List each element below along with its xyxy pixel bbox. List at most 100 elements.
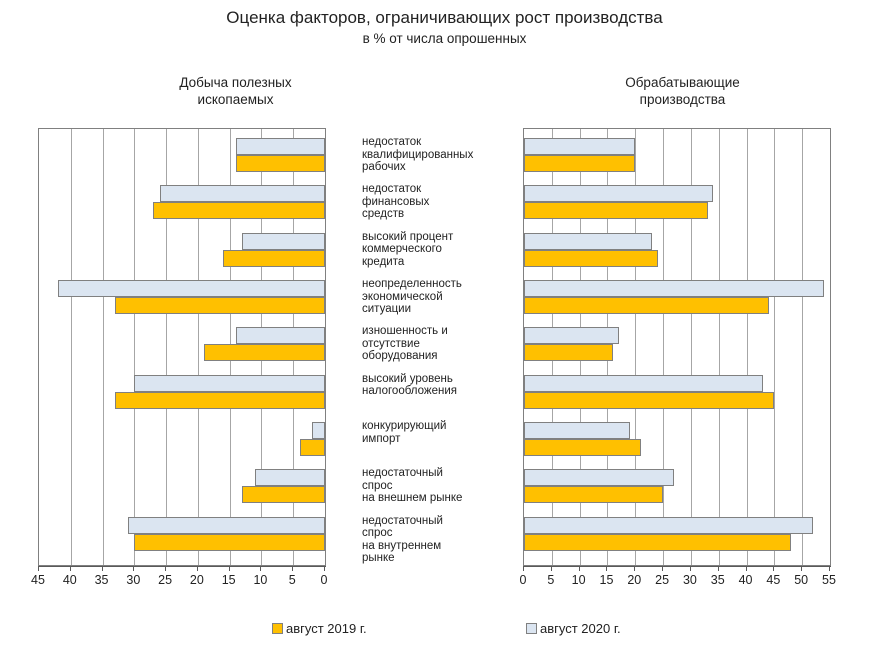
bar-2019 [115,391,325,409]
axis-tick-label: 20 [627,573,642,587]
category-label-line: спрос [362,479,393,492]
axis-tick-label: 55 [822,573,836,587]
axis-tick [801,566,803,571]
legend-swatch-2020-icon [526,623,537,634]
axis-tick-label: 45 [31,573,45,587]
bar-2019 [115,297,325,314]
axis-tick [606,566,608,571]
axis-tick-label: 45 [766,573,781,587]
bar-2019 [524,202,708,220]
axis-tick-label: 50 [794,573,809,587]
panel-header-manufacturing-line1: Обрабатывающие [625,75,740,90]
category-label: высокий уровень налогообложения [362,373,514,398]
axis-tick-label: 5 [547,573,555,587]
bar-2019 [153,202,325,220]
axis-tick [523,566,524,571]
axis-tick [689,566,691,571]
legend-label-2019: август 2019 г. [286,621,367,636]
bar-2020 [236,327,325,345]
category-label: недостаточный спрос на внутреннем рынке [362,515,514,565]
axis-tick-label: 5 [288,573,296,587]
category-label-line: квалифицированных [362,148,474,161]
bar-2019 [524,391,775,409]
chart-subtitle: в % от числа опрошенных [362,31,527,46]
axis-tick-label: 15 [221,573,236,587]
axis-tick-label: 0 [519,573,527,587]
category-axis-labels: недостаток квалифицированных рабочих недост… [362,128,512,566]
axis-tick-label: 10 [571,573,586,587]
category-label-line: недостаток [362,183,422,196]
axis-tick-label: 30 [682,573,697,587]
bar-2019 [204,344,325,362]
bar-2019 [524,249,658,267]
gridline [70,129,72,565]
axis-tick [717,566,719,571]
bar-2020 [524,469,675,487]
bar-2020 [524,516,814,534]
category-label-line: на внешнем рынке [362,492,463,505]
gridline [802,129,804,565]
bar-2020 [524,232,652,250]
bar-2020 [255,469,325,487]
bar-2019 [223,249,325,267]
category-label: недостаточный спрос на внешнем рынке [362,467,514,505]
bar-2020 [159,185,325,203]
gridline [134,129,136,565]
category-label-line: на внутреннем [362,539,442,552]
category-label-line: коммерческого [362,243,442,256]
bar-2019 [524,533,792,551]
category-label-line: высокий процент [362,230,454,243]
bar-2020 [524,138,636,155]
category-label-line: изношенность и [362,325,448,338]
axis-tick [133,566,135,571]
axis-tick-label: 40 [62,573,77,587]
panel-header-mining-line1: Добыча полезных [179,75,292,90]
gridline [663,129,665,565]
category-label: неопределенность экономической ситуации [362,278,514,316]
bar-2020 [242,232,325,250]
bar-2020 [236,138,325,155]
category-label-line: налогообложения [362,385,457,398]
category-label-line: рабочих [362,161,406,173]
category-label: изношенность и отсутствие оборудования [362,325,514,363]
axis-tick [662,566,664,571]
bar-2019 [524,344,614,362]
axis-tick-label: 10 [253,573,268,587]
axis-tick-label: 35 [710,573,725,587]
axis-tick [324,566,325,571]
axis-tick [165,566,167,571]
bar-2020 [524,374,764,392]
category-label-line: кредита [362,255,405,268]
axis-tick [101,566,103,571]
category-label: недостаток финансовых средств [362,183,514,221]
gridline [746,129,748,565]
bar-2019 [134,533,325,551]
bar-2020 [127,516,325,534]
category-label-line: ситуации [362,303,412,315]
bar-2019 [299,439,325,456]
axis-tick [829,566,830,571]
gridline [718,129,720,565]
bar-2020 [312,422,325,439]
bar-2020 [524,280,825,297]
category-label-line: рынке [362,552,395,565]
panel-header-manufacturing-line2: производства [639,92,726,107]
category-label-line: импорт [362,432,401,445]
axis-tick-label: 20 [189,573,204,587]
bar-2019 [524,155,636,172]
bar-2019 [524,439,641,456]
gridline [102,129,104,565]
category-label-line: средств [362,208,405,221]
gridline [690,129,692,565]
axis-tick [69,566,71,571]
panel-header-mining-line2: ископаемых [197,92,274,107]
legend-item-2019: август 2019 г. [272,621,367,636]
category-label-line: финансовых [362,195,430,208]
category-label-line: отсутствие [362,337,420,350]
category-label: высокий процент коммерческого кредита [362,231,514,269]
axis-tick-label: 40 [738,573,753,587]
legend-item-2020: август 2020 г. [526,621,621,636]
bar-2020 [524,422,630,439]
axis-tick [260,566,262,571]
category-label-line: недостаточный [362,514,443,527]
